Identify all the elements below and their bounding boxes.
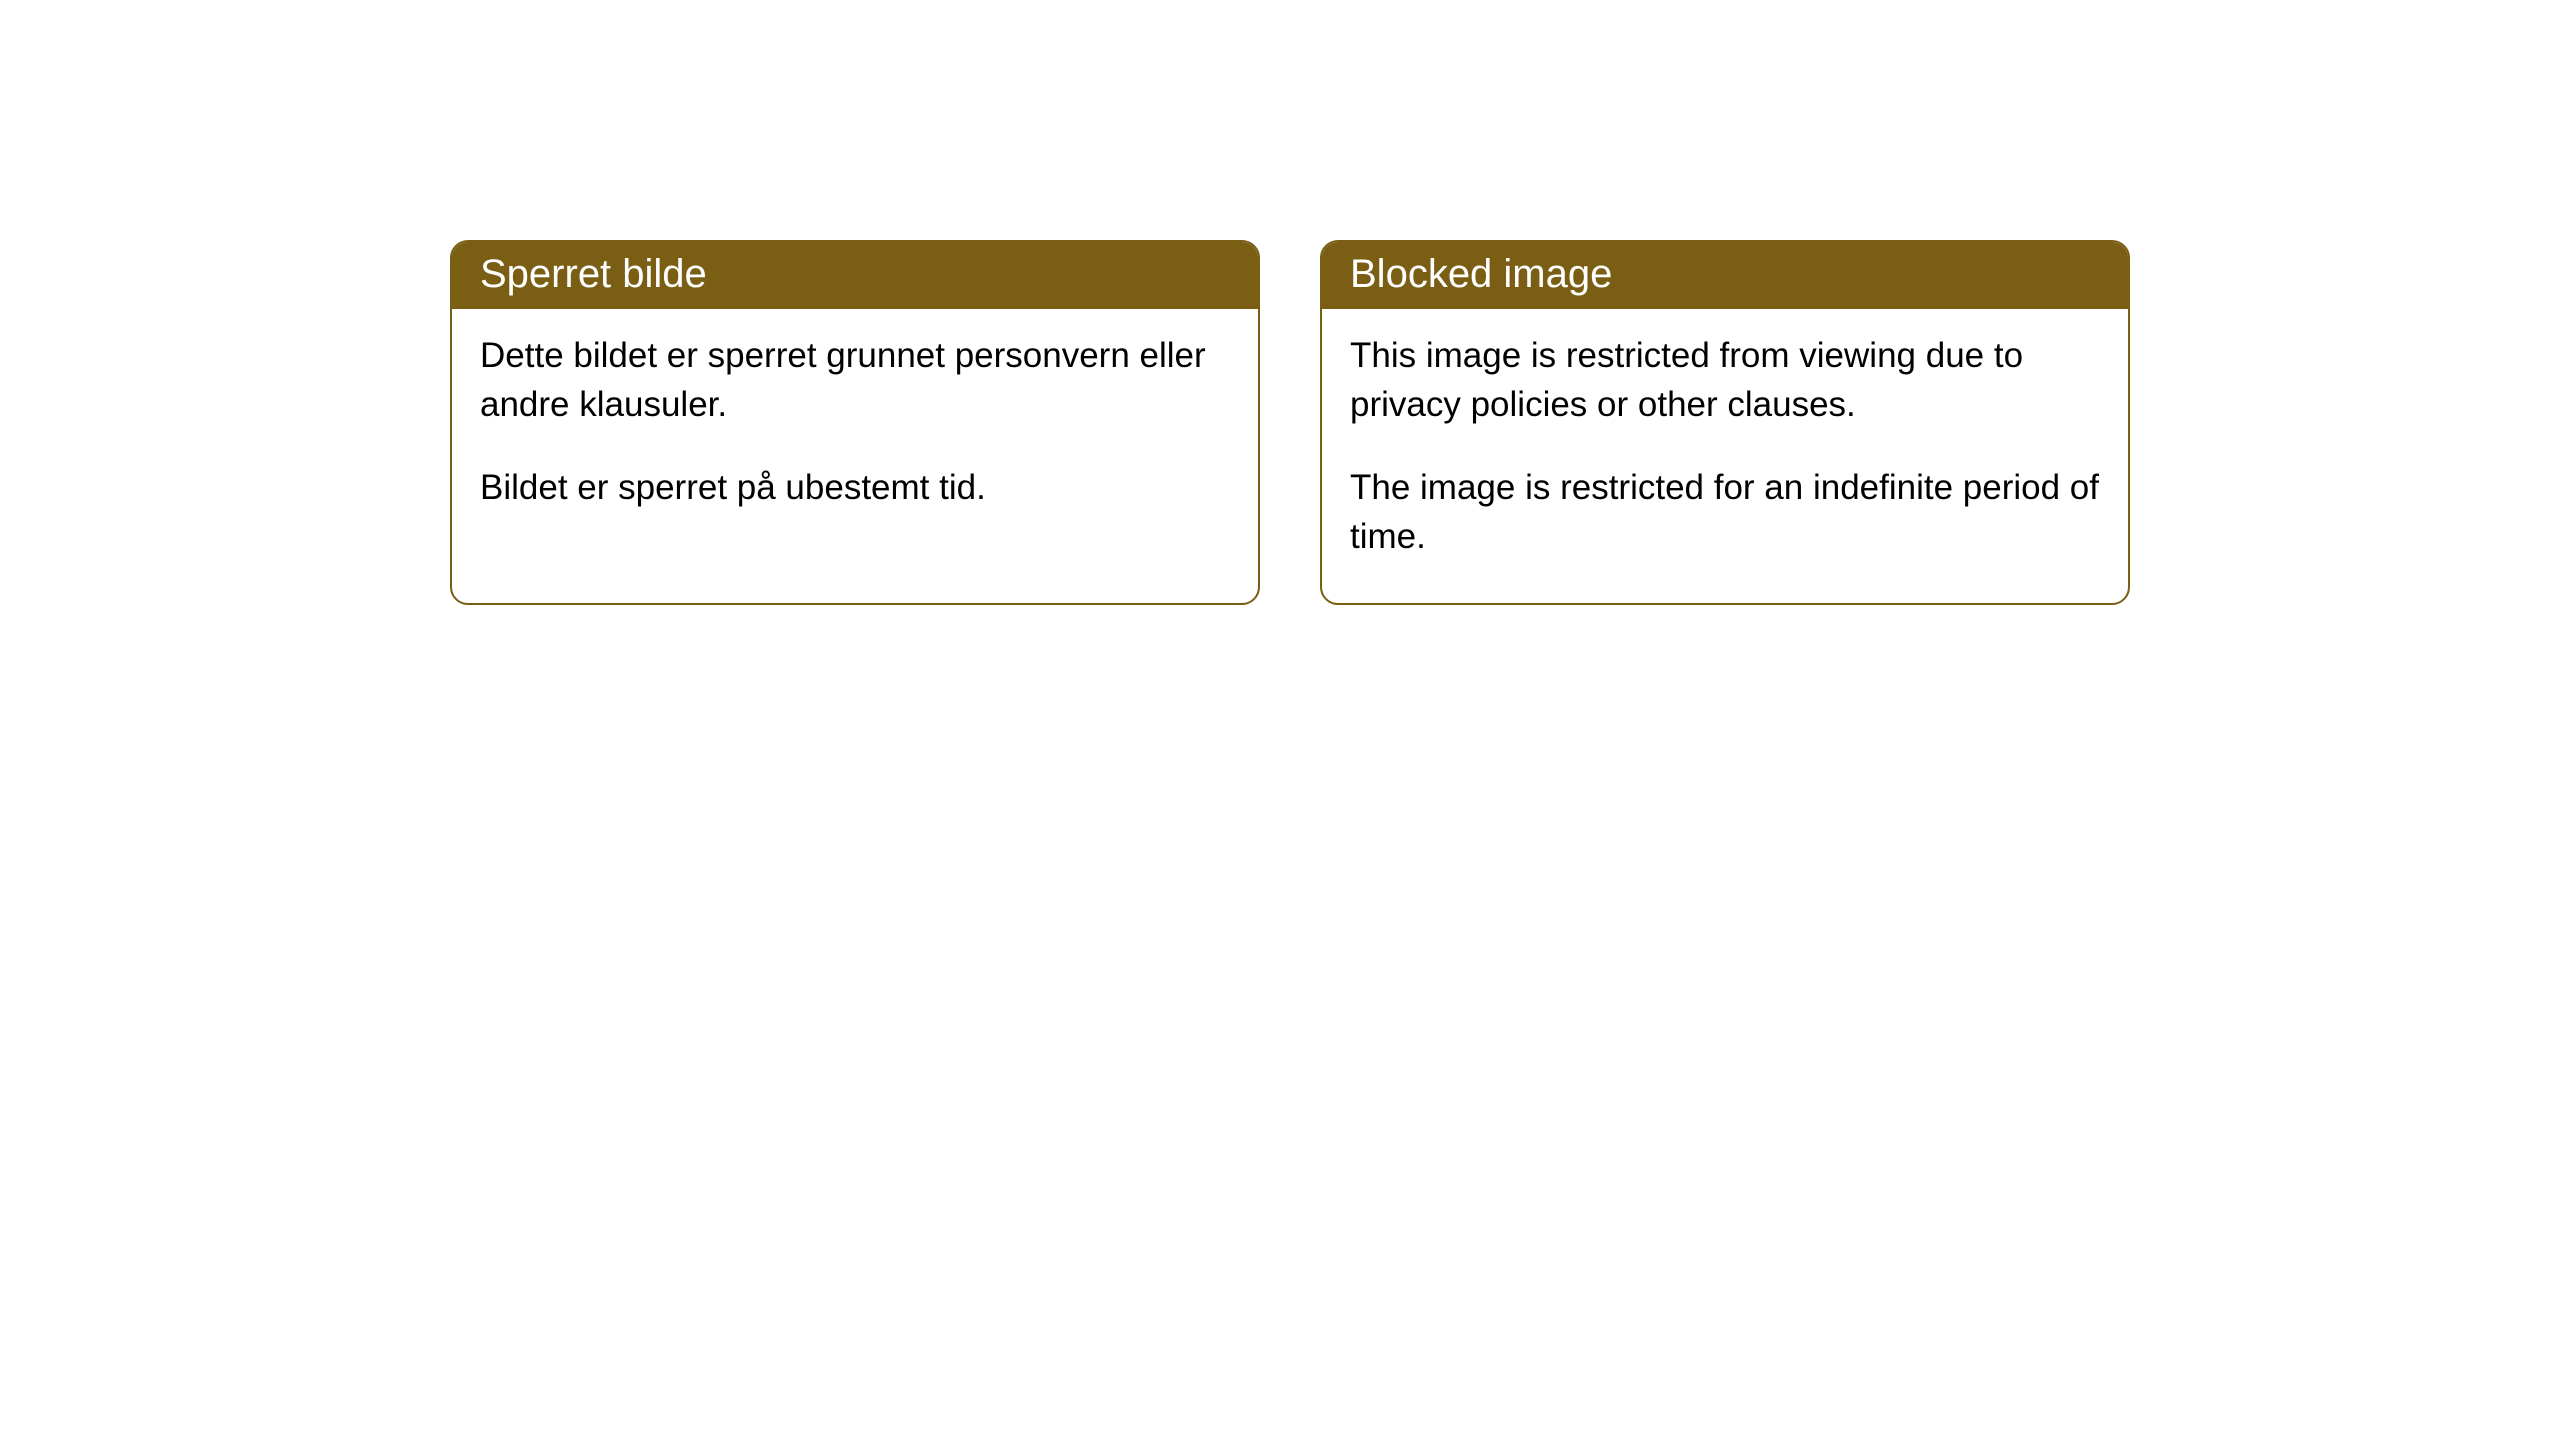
- card-paragraph-1: This image is restricted from viewing du…: [1350, 331, 2100, 429]
- cards-container: Sperret bilde Dette bildet er sperret gr…: [0, 0, 2560, 605]
- card-paragraph-2: The image is restricted for an indefinit…: [1350, 463, 2100, 561]
- card-body-norwegian: Dette bildet er sperret grunnet personve…: [452, 309, 1258, 554]
- card-header-norwegian: Sperret bilde: [452, 242, 1258, 309]
- card-english: Blocked image This image is restricted f…: [1320, 240, 2130, 605]
- card-body-english: This image is restricted from viewing du…: [1322, 309, 2128, 603]
- card-paragraph-1: Dette bildet er sperret grunnet personve…: [480, 331, 1230, 429]
- card-norwegian: Sperret bilde Dette bildet er sperret gr…: [450, 240, 1260, 605]
- card-paragraph-2: Bildet er sperret på ubestemt tid.: [480, 463, 1230, 512]
- card-header-english: Blocked image: [1322, 242, 2128, 309]
